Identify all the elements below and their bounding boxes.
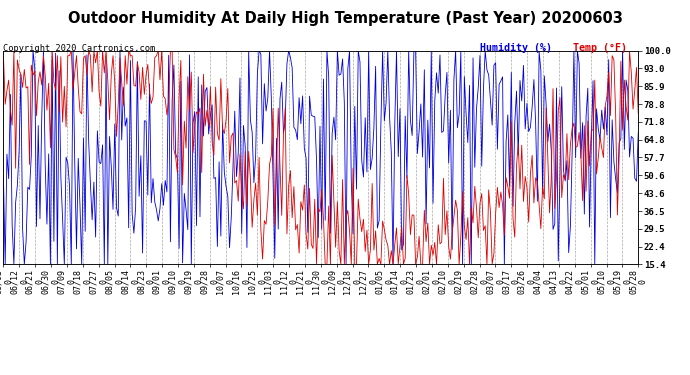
Text: Outdoor Humidity At Daily High Temperature (Past Year) 20200603: Outdoor Humidity At Daily High Temperatu… — [68, 11, 622, 26]
Text: Temp (°F): Temp (°F) — [573, 43, 627, 52]
Text: Humidity (%): Humidity (%) — [480, 43, 551, 52]
Text: Copyright 2020 Cartronics.com: Copyright 2020 Cartronics.com — [3, 44, 156, 52]
